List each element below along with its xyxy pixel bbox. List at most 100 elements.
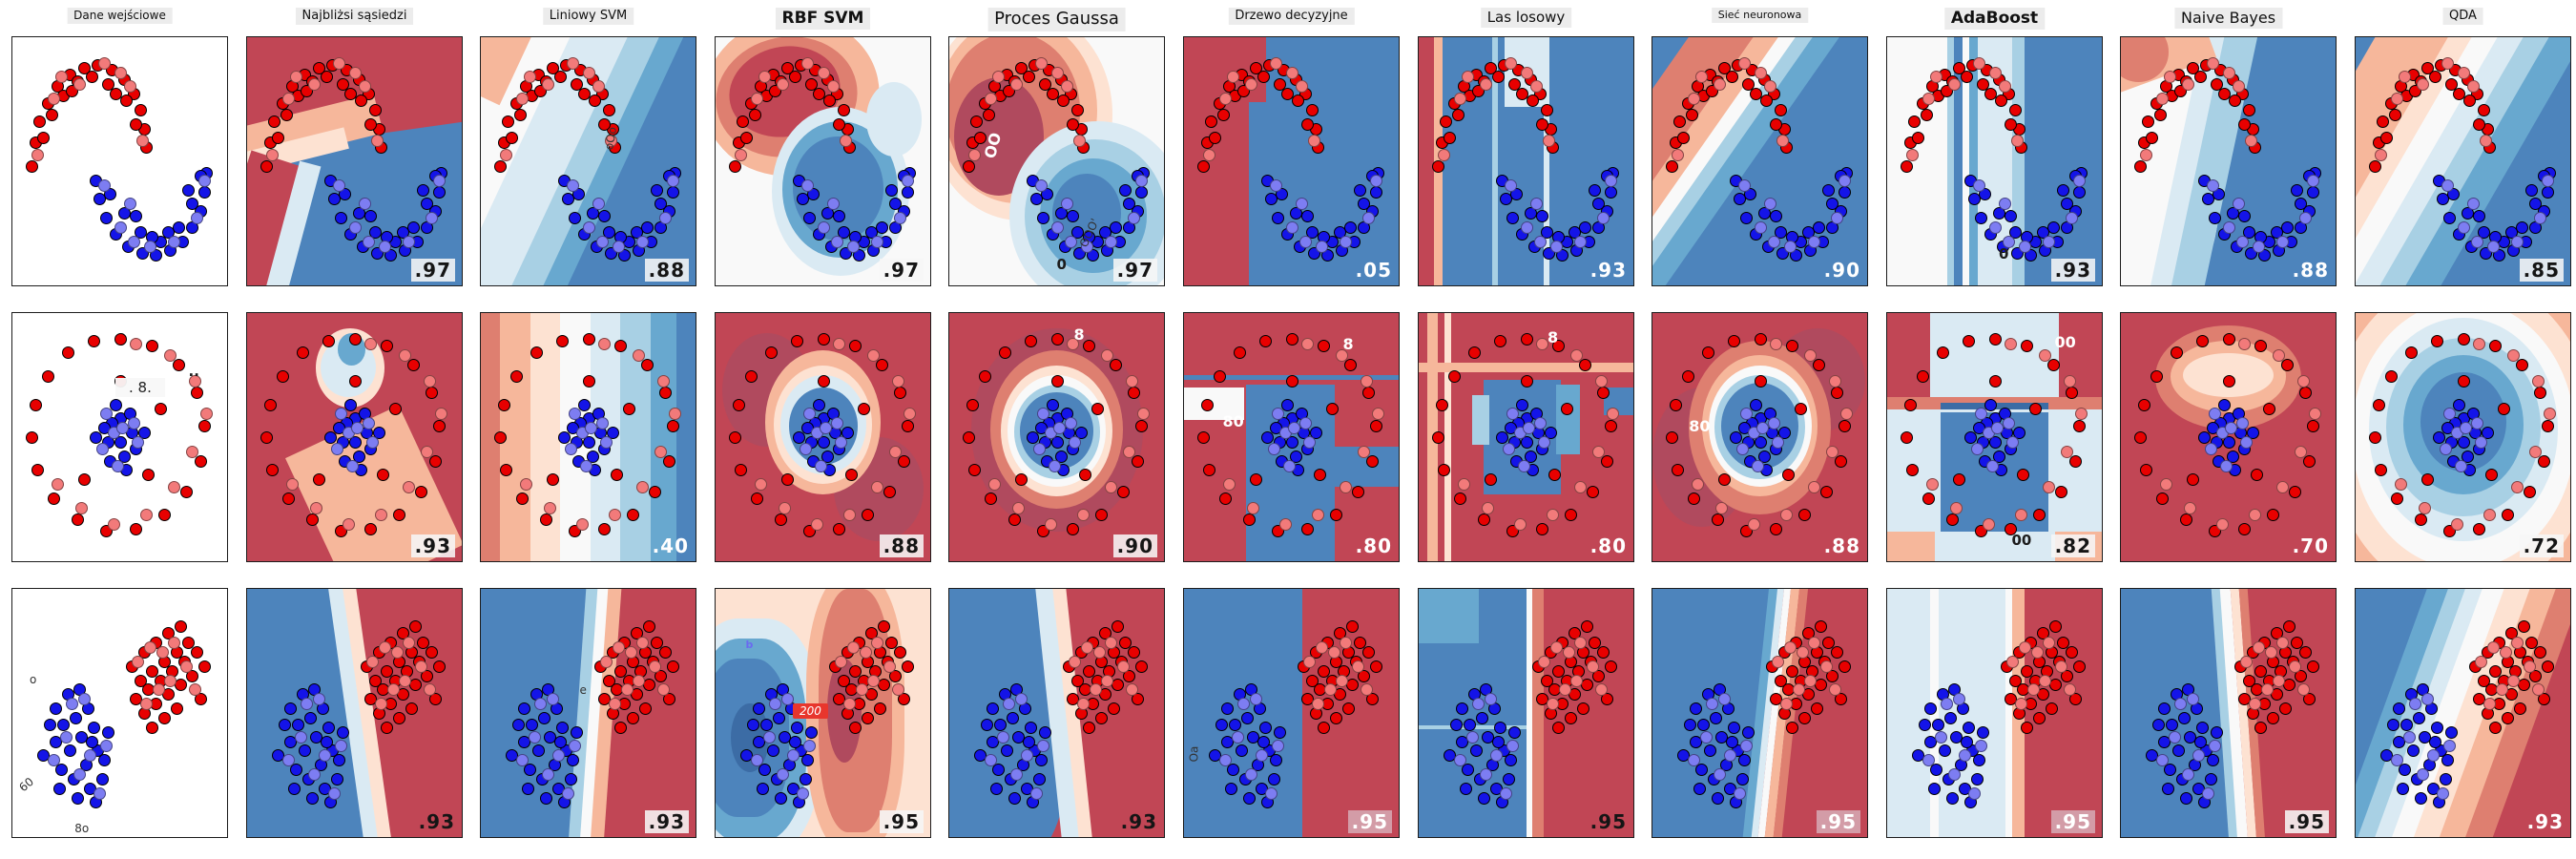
data-point-red (2501, 711, 2514, 724)
data-point-red (1047, 87, 1060, 100)
data-point-blue (1757, 207, 1771, 220)
data-point-red (2021, 721, 2034, 734)
data-point-red (1677, 132, 1691, 145)
data-point-red (1839, 419, 1852, 432)
data-point-blue (1054, 450, 1068, 463)
data-point-blue (384, 249, 398, 262)
data-point-red (2218, 87, 2232, 100)
data-point-blue (1054, 207, 1068, 220)
data-point-blue (2441, 178, 2454, 192)
data-point-red (1010, 77, 1024, 91)
data-point-red (544, 501, 557, 514)
data-point-red (1715, 501, 1729, 514)
data-point-red (364, 337, 378, 350)
data-point-blue (43, 719, 56, 732)
data-point-red (1072, 134, 1086, 147)
data-point-red (893, 387, 906, 400)
accuracy-score: .88 (1823, 534, 1860, 557)
decision-region (1444, 313, 1451, 561)
data-point-blue (1544, 427, 1557, 440)
data-point-red (1552, 340, 1566, 353)
data-point-red (1034, 56, 1048, 70)
data-point-red (1774, 103, 1787, 116)
data-point-red (312, 61, 325, 74)
data-point-red (1343, 358, 1357, 371)
data-point-blue (47, 754, 60, 767)
data-point-blue (88, 721, 101, 734)
data-point-red (2242, 103, 2255, 116)
data-point-red (1804, 348, 1818, 362)
data-point-red (604, 134, 617, 147)
data-point-red (168, 480, 181, 493)
data-point-blue (582, 435, 595, 449)
data-point-red (1812, 358, 1825, 371)
data-point-blue (93, 786, 107, 800)
data-point-red (2238, 117, 2252, 131)
accuracy-score: .93 (1589, 259, 1627, 282)
data-point-blue (1574, 235, 1588, 248)
data-point-blue (2431, 721, 2444, 734)
data-point-red (1669, 398, 1682, 411)
column-title-9: AdaBoost (1943, 8, 2046, 31)
artifact-text: 00 (2054, 332, 2076, 351)
data-point-red (415, 485, 428, 498)
data-point-blue (817, 220, 830, 234)
data-point-red (967, 464, 981, 477)
artifact-text: 00 (2011, 531, 2032, 549)
plot-panel-r1-c10: .88 (2120, 36, 2337, 286)
data-point-red (857, 403, 870, 416)
data-point-blue (2442, 212, 2456, 225)
data-point-red (2032, 509, 2046, 522)
data-point-blue (300, 698, 313, 711)
data-point-red (1038, 77, 1051, 91)
data-point-blue (2397, 782, 2410, 795)
data-point-blue (2025, 249, 2038, 262)
data-point-blue (1683, 719, 1696, 732)
data-point-blue (2242, 225, 2255, 239)
data-point-red (867, 348, 881, 362)
data-point-red (2531, 374, 2545, 388)
plot-panel-r3-c11: .93 (2355, 588, 2571, 838)
data-point-blue (980, 719, 993, 732)
data-point-red (1779, 509, 1793, 522)
data-point-red (1365, 454, 1379, 468)
data-point-blue (667, 185, 680, 199)
data-point-blue (2224, 422, 2237, 435)
data-point-blue (984, 754, 997, 767)
data-point-red (2008, 103, 2022, 116)
data-point-blue (1370, 185, 1383, 199)
data-point-red (1673, 115, 1687, 129)
data-point-blue (1074, 427, 1088, 440)
decision-region (650, 313, 676, 561)
plot-panel-r3-c1: o 60 8o (11, 588, 228, 838)
data-point-red (620, 683, 634, 697)
data-point-red (1797, 509, 1811, 522)
decision-region (1887, 313, 1930, 398)
data-point-red (1202, 148, 1215, 161)
data-point-blue (2151, 719, 2165, 732)
data-point-red (1507, 77, 1521, 91)
data-point-blue (773, 711, 786, 724)
data-point-red (364, 117, 378, 131)
data-point-blue (1281, 398, 1295, 411)
data-point-red (614, 340, 628, 353)
data-point-blue (1040, 188, 1053, 201)
data-point-blue (2180, 791, 2193, 805)
data-point-red (1451, 108, 1465, 121)
data-point-blue (103, 188, 116, 201)
data-point-red (124, 80, 137, 94)
data-point-blue (613, 240, 626, 253)
data-point-red (1279, 518, 1293, 532)
accuracy-score: .97 (879, 259, 924, 282)
data-point-blue (1305, 225, 1319, 239)
data-point-blue (533, 698, 547, 711)
data-point-red (499, 464, 512, 477)
data-point-red (667, 660, 680, 673)
data-point-blue (53, 782, 67, 795)
data-point-red (855, 683, 868, 697)
data-point-blue (571, 188, 585, 201)
data-point-red (2377, 115, 2390, 129)
data-point-red (2298, 646, 2312, 660)
data-point-red (737, 115, 750, 129)
data-point-red (1101, 348, 1114, 362)
